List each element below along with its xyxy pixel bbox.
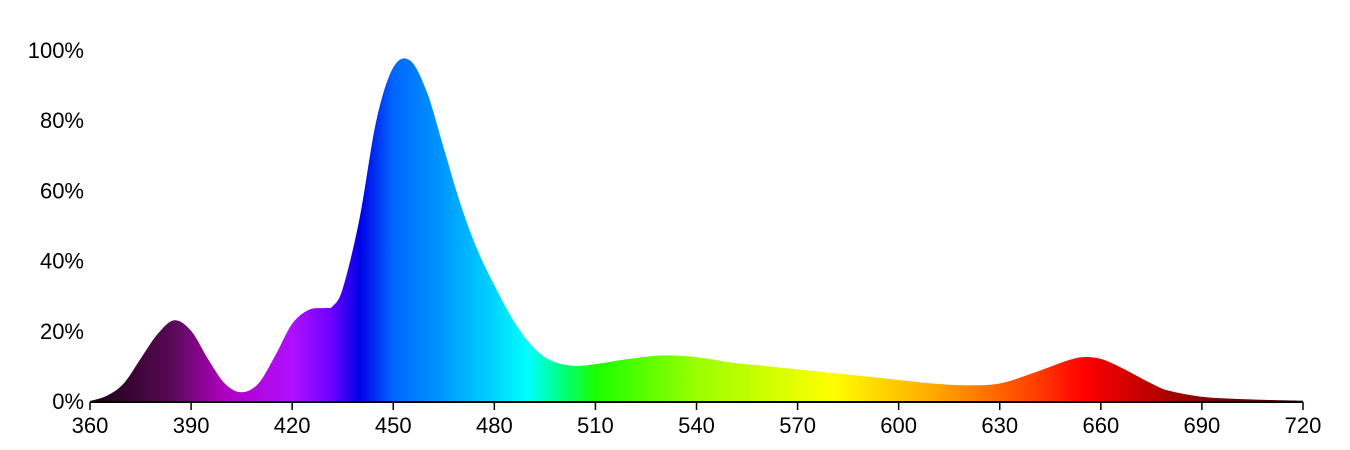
y-tick-label: 0% xyxy=(52,389,84,414)
y-tick-label: 80% xyxy=(40,108,84,133)
x-tick-label: 390 xyxy=(173,413,210,438)
x-tick-label: 480 xyxy=(476,413,513,438)
x-axis: 360 390 420 450 480 510 540 570 600 630 660 690 720 xyxy=(72,401,1322,438)
x-tick-label: 690 xyxy=(1184,413,1221,438)
x-tick-label: 540 xyxy=(678,413,715,438)
x-tick-label: 420 xyxy=(274,413,311,438)
y-tick-label: 60% xyxy=(40,178,84,203)
x-tick-label: 600 xyxy=(880,413,917,438)
plot-area xyxy=(90,58,1303,402)
x-tick-label: 570 xyxy=(779,413,816,438)
y-tick-label: 100% xyxy=(28,38,84,63)
x-tick-label: 360 xyxy=(72,413,109,438)
y-tick-label: 40% xyxy=(40,249,84,274)
x-tick-label: 510 xyxy=(577,413,614,438)
y-tick-label: 20% xyxy=(40,319,84,344)
spectrum-area xyxy=(90,58,1303,402)
x-tick-label: 720 xyxy=(1285,413,1322,438)
y-axis: 0% 20% 40% 60% 80% 100% xyxy=(28,38,84,414)
x-tick-label: 660 xyxy=(1082,413,1119,438)
x-tick-label: 450 xyxy=(375,413,412,438)
x-tick-label: 630 xyxy=(981,413,1018,438)
